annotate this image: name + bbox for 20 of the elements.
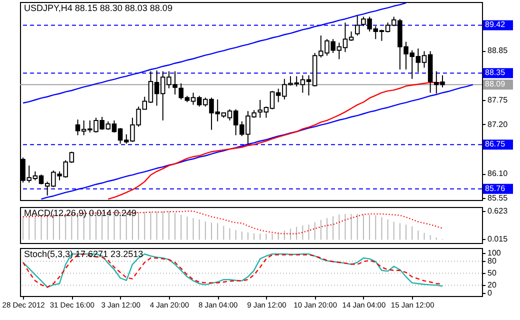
- y-tick-label: 87.20: [488, 120, 508, 129]
- y-tick-label: 0.015: [488, 234, 508, 244]
- y-tick-label: 86.10: [488, 169, 508, 178]
- y-tick-label: 87.75: [488, 95, 508, 104]
- y-tick-label: 0.623: [488, 206, 508, 216]
- line-series: [22, 210, 444, 234]
- ref-line-label: 85.76: [485, 184, 506, 193]
- ref-line-label: 89.42: [485, 20, 506, 30]
- y-tick-label: 100: [488, 248, 502, 258]
- y-tick-label: 85.55: [488, 194, 508, 203]
- y-tick-label: 20: [488, 280, 497, 290]
- y-tick-label: 50: [488, 268, 497, 278]
- chart-title: USDJPY,H4 88.15 88.30 88.03 88.09: [24, 3, 172, 13]
- chart-title: MACD(12,26,9) 0.014 0.249: [24, 208, 137, 218]
- ref-line-label: 88.35: [485, 68, 506, 78]
- y-tick-label: 0: [488, 288, 492, 298]
- y-tick-label: 88.85: [488, 46, 508, 56]
- y-tick-label: 80: [488, 256, 497, 266]
- ref-line-label: 86.75: [485, 140, 506, 149]
- ref-line-label: 88.09: [485, 80, 506, 89]
